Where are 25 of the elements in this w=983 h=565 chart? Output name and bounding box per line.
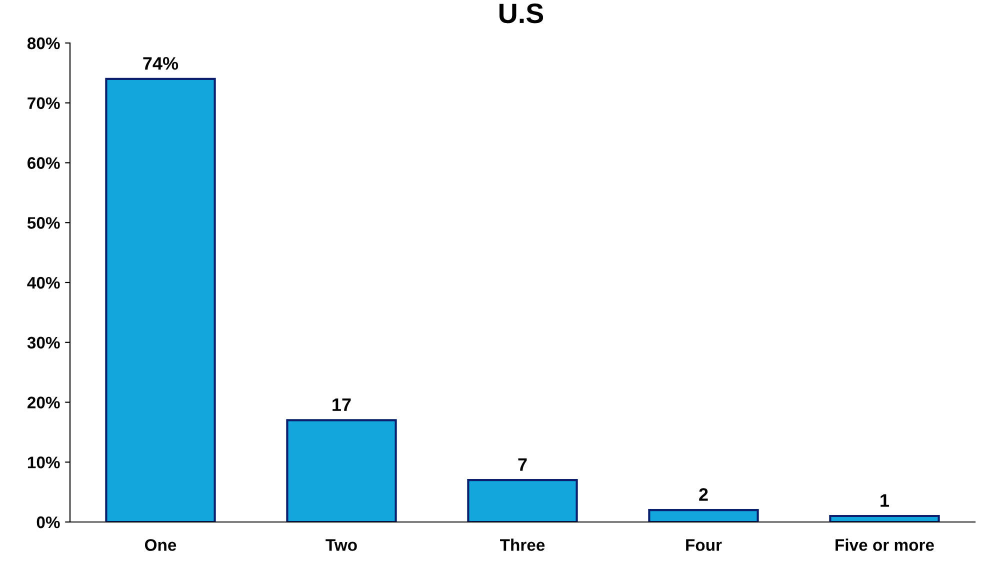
bar: [105, 78, 216, 522]
y-tick-label: 0%: [36, 516, 60, 528]
bar: [286, 419, 397, 522]
data-label: 74%: [143, 57, 178, 70]
x-tick-label: Four: [686, 539, 722, 551]
bar: [648, 508, 759, 522]
data-label: 7: [518, 458, 527, 471]
y-tick-label: 40%: [27, 276, 60, 289]
y-tick-label: 60%: [28, 157, 60, 169]
x-tick-label: One: [144, 539, 176, 551]
data-label: 1: [880, 494, 890, 507]
data-label: 2: [699, 488, 708, 501]
y-tick-label: 10%: [28, 456, 60, 468]
x-tick-label: Two: [326, 539, 357, 551]
x-tick-label: Three: [500, 538, 545, 551]
chart-title: U.S: [500, 4, 544, 24]
y-tick-label: 80%: [27, 37, 60, 50]
y-tick-label: 70%: [28, 97, 60, 110]
bar: [467, 479, 578, 522]
data-label: 17: [332, 398, 351, 411]
x-tick-label: Five or more: [836, 538, 934, 551]
bar: [829, 514, 940, 522]
y-tick-label: 30%: [27, 336, 60, 349]
y-tick-label: 20%: [28, 396, 60, 408]
y-tick-label: 50%: [27, 217, 60, 229]
